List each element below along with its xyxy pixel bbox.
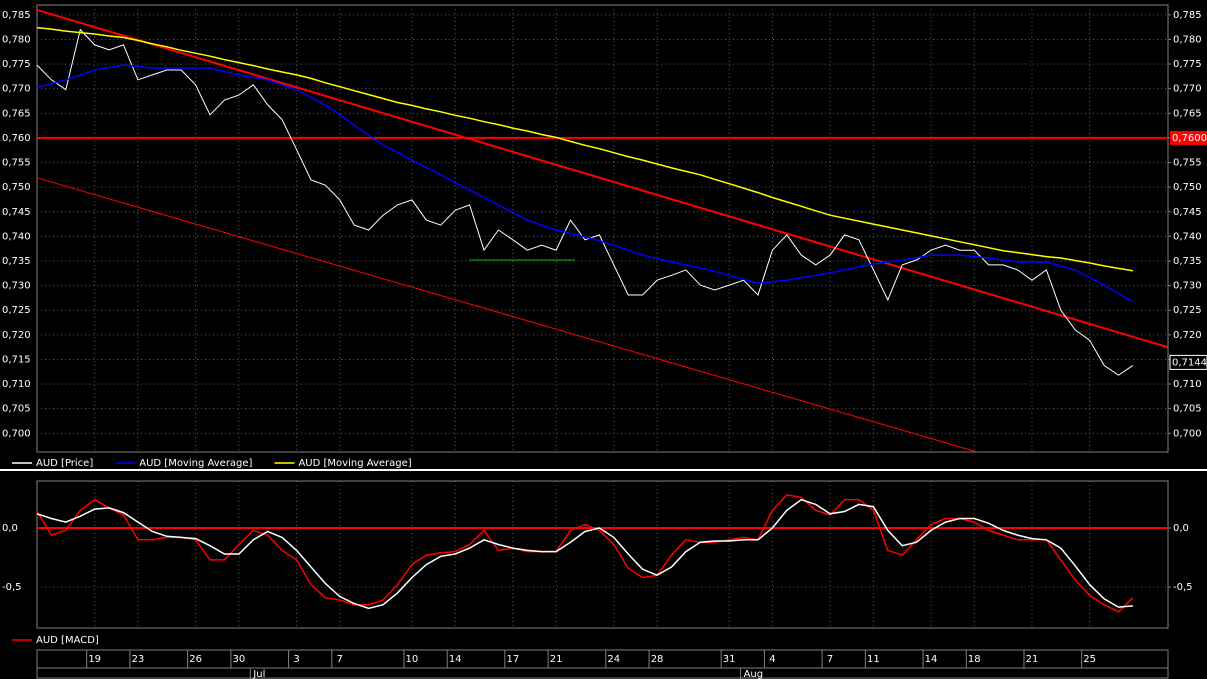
trendline xyxy=(36,177,978,453)
x-tick-label: 31 xyxy=(723,654,736,665)
y-tick-label: 0,735 xyxy=(1173,256,1202,267)
x-tick-label: 28 xyxy=(651,654,664,665)
y-tick-label: 0,730 xyxy=(2,281,31,292)
x-tick-label: 10 xyxy=(406,654,419,665)
x-tick-label: 21 xyxy=(550,654,563,665)
y-tick-label: 0,760 xyxy=(2,133,31,144)
y-tick-label: 0,700 xyxy=(1173,428,1202,439)
price-marker-box xyxy=(1170,130,1207,145)
x-tick-label: 17 xyxy=(506,654,519,665)
price-frame xyxy=(36,4,1169,453)
x-tick-label: 25 xyxy=(1083,654,1096,665)
x-tick-label: 21 xyxy=(1026,654,1039,665)
y-tick-label: 0,785 xyxy=(1173,10,1202,21)
legend-label: AUD [MACD] xyxy=(36,635,99,646)
x-tick-label: 18 xyxy=(968,654,981,665)
y-tick-label: 0,770 xyxy=(2,84,31,95)
x-tick-label: 24 xyxy=(607,654,620,665)
y-tick-label: 0,765 xyxy=(1173,108,1202,119)
y-tick-label: 0,740 xyxy=(1173,231,1202,242)
y-tick-label: -0,5 xyxy=(1173,582,1193,593)
x-tick-label: 19 xyxy=(88,654,101,665)
y-tick-label: 0,755 xyxy=(1173,158,1202,169)
y-tick-label: 0,710 xyxy=(2,379,31,390)
y-tick-label: 0,750 xyxy=(1173,182,1202,193)
series-line xyxy=(36,494,1134,613)
price-marker-label: 0,7600 xyxy=(1172,133,1207,144)
y-tick-label: 0,720 xyxy=(2,330,31,341)
x-tick-label: 4 xyxy=(769,654,775,665)
y-tick-label: 0,755 xyxy=(2,158,31,169)
y-tick-label: 0,705 xyxy=(2,404,31,415)
series-line xyxy=(36,26,1134,272)
month-label: Aug xyxy=(744,669,764,679)
y-tick-label: 0,740 xyxy=(2,231,31,242)
series-line xyxy=(36,64,1134,303)
y-tick-label: 0,710 xyxy=(1173,379,1202,390)
y-tick-label: 0,720 xyxy=(1173,330,1202,341)
date-axis xyxy=(36,649,1169,679)
month-label: Jul xyxy=(252,669,265,679)
y-tick-label: 0,0 xyxy=(2,523,18,534)
legend-label: AUD [Moving Average] xyxy=(139,458,252,469)
y-tick-label: 0,745 xyxy=(1173,207,1202,218)
last-price-box xyxy=(1169,354,1207,370)
y-tick-label: 0,765 xyxy=(2,108,31,119)
macd-frame xyxy=(36,480,1169,629)
y-tick-label: 0,715 xyxy=(2,354,31,365)
y-tick-label: 0,775 xyxy=(1173,59,1202,70)
y-tick-label: 0,780 xyxy=(2,34,31,45)
y-tick-label: 0,785 xyxy=(2,10,31,21)
y-tick-label: 0,725 xyxy=(2,305,31,316)
series-line xyxy=(36,498,1133,610)
y-tick-label: 0,705 xyxy=(1173,404,1202,415)
x-tick-label: 14 xyxy=(449,654,462,665)
y-tick-label: 0,735 xyxy=(2,256,31,267)
y-tick-label: 0,780 xyxy=(1173,34,1202,45)
y-tick-label: 0,0 xyxy=(1173,523,1189,534)
y-tick-label: -0,5 xyxy=(2,582,22,593)
x-tick-label: 26 xyxy=(189,654,202,665)
trendline xyxy=(36,8,1168,349)
last-price-label: 0,7144 xyxy=(1172,357,1207,368)
y-tick-label: 0,745 xyxy=(2,207,31,218)
x-tick-label: 7 xyxy=(827,654,833,665)
y-tick-label: 0,730 xyxy=(1173,281,1202,292)
y-tick-label: 0,750 xyxy=(2,182,31,193)
x-tick-label: 30 xyxy=(233,654,246,665)
x-tick-label: 23 xyxy=(132,654,145,665)
legend-label: AUD [Price] xyxy=(36,458,93,469)
x-tick-label: 7 xyxy=(337,654,343,665)
y-tick-label: 0,775 xyxy=(2,59,31,70)
x-tick-label: 14 xyxy=(925,654,938,665)
y-tick-label: 0,770 xyxy=(1173,84,1202,95)
y-tick-label: 0,725 xyxy=(1173,305,1202,316)
x-tick-label: 3 xyxy=(293,654,299,665)
x-tick-label: 11 xyxy=(867,654,880,665)
legend-label: AUD [Moving Average] xyxy=(298,458,411,469)
y-tick-label: 0,700 xyxy=(2,428,31,439)
series-line xyxy=(36,28,1134,376)
